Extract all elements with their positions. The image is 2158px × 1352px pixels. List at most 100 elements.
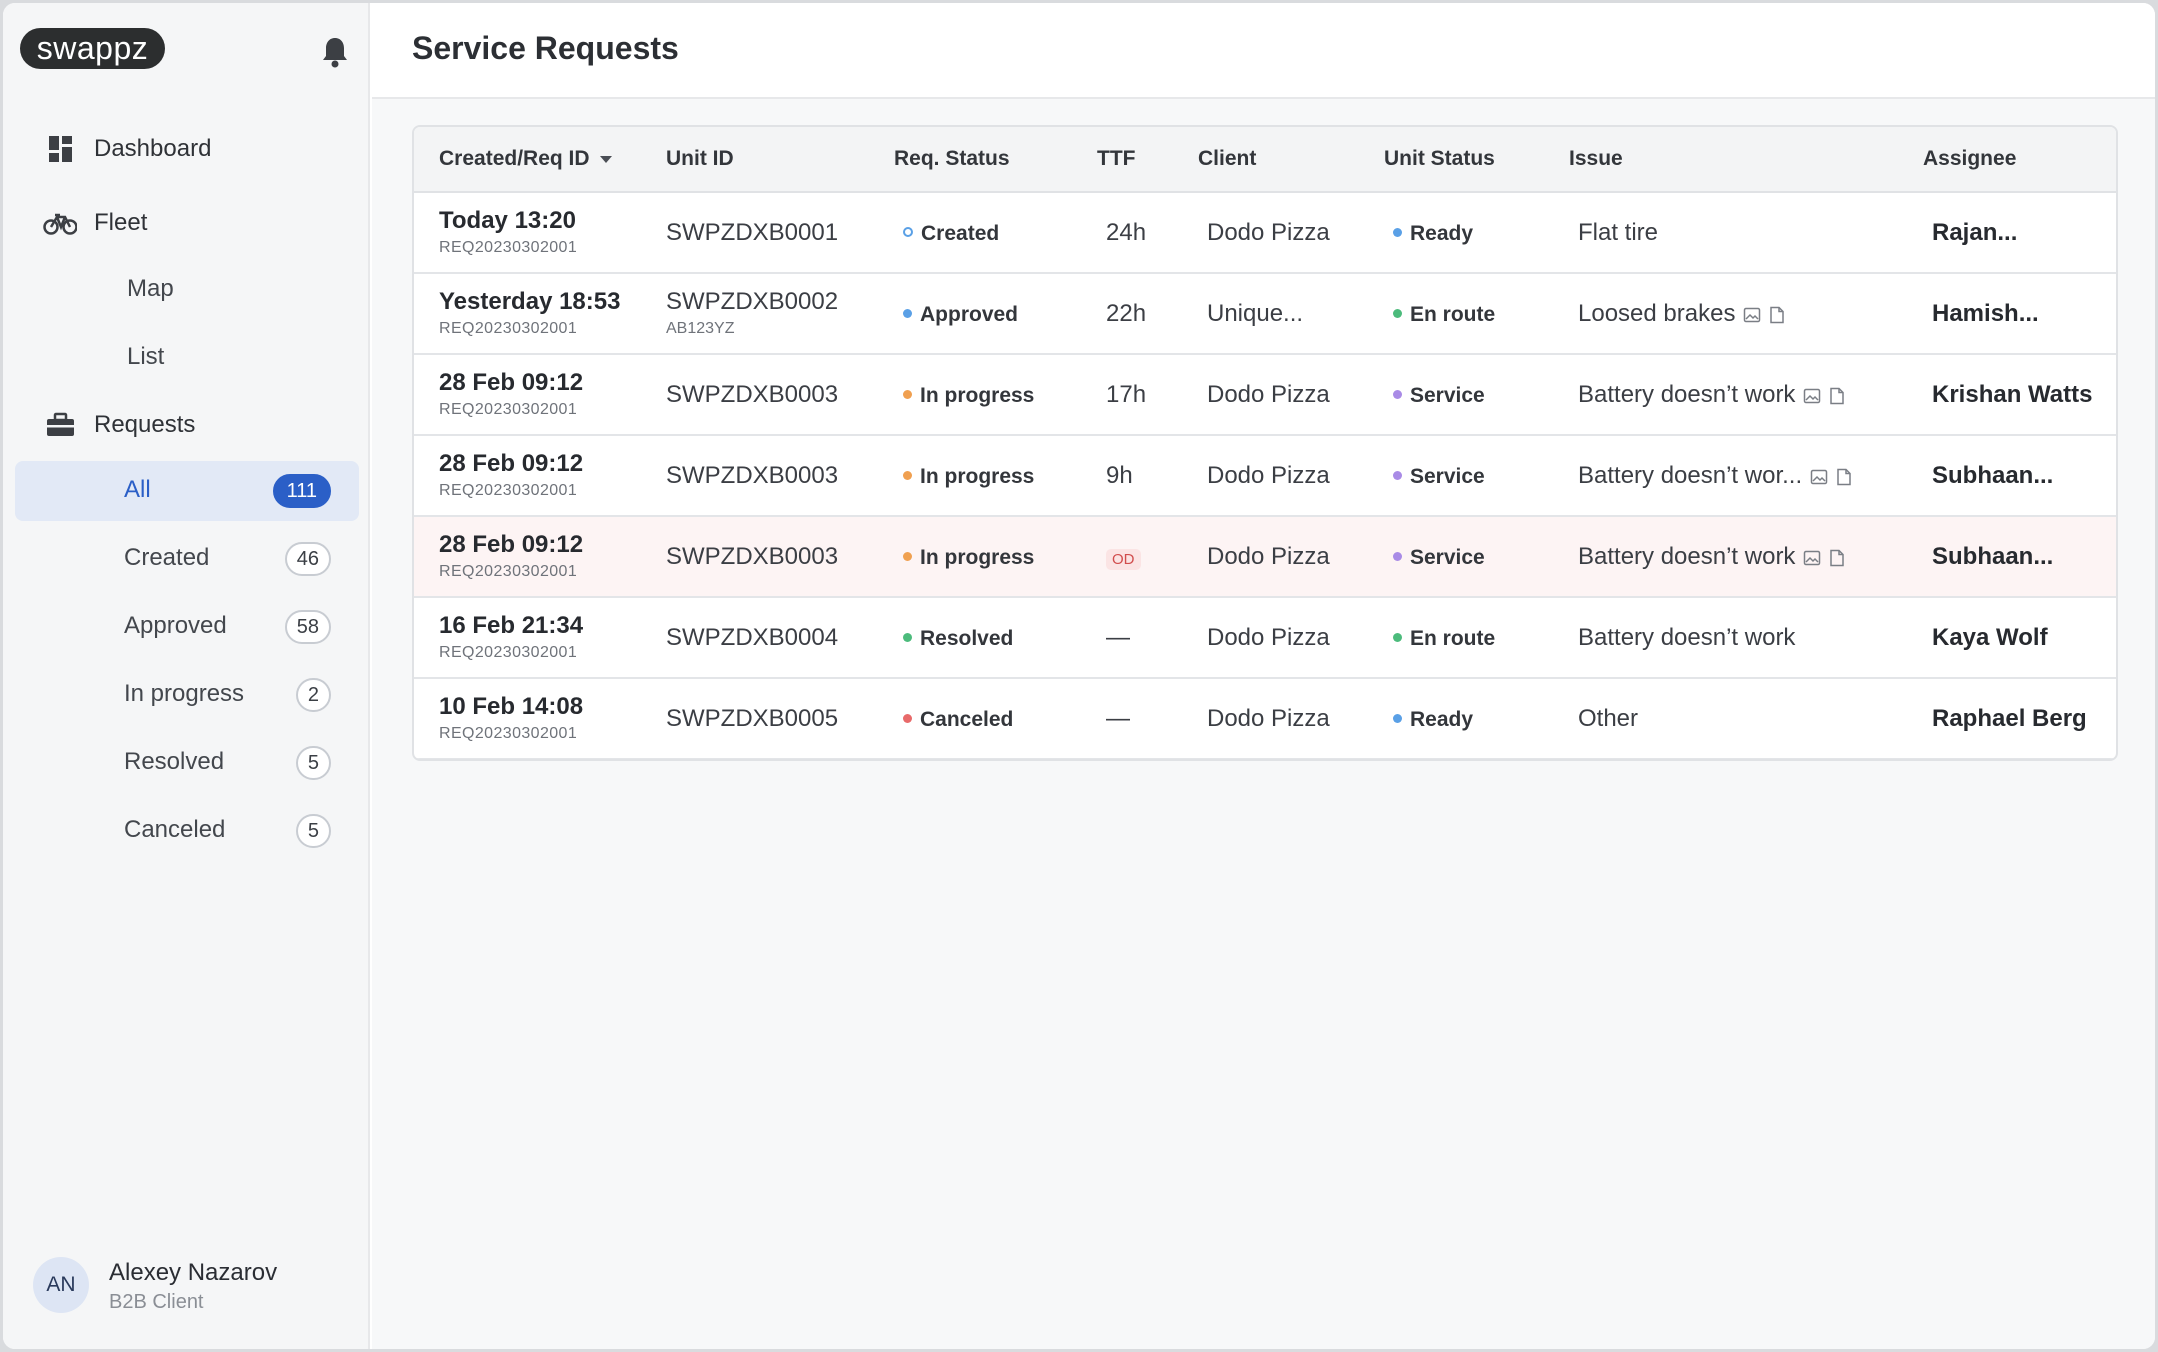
table-row[interactable]: Yesterday 18:53 REQ20230302001 SWPZDXB0002… xyxy=(414,274,2116,355)
status-dot xyxy=(903,551,912,561)
image-icon[interactable] xyxy=(1810,468,1828,486)
request-id: REQ20230302001 xyxy=(439,401,578,418)
filter-label: Resolved xyxy=(124,748,225,775)
page-title: Service Requests xyxy=(412,30,679,66)
unit-status-label: En route xyxy=(1410,627,1496,650)
document-icon[interactable] xyxy=(1829,387,1845,405)
filter-in-progress[interactable]: In progress 2 xyxy=(15,665,359,725)
table-row[interactable]: 16 Feb 21:34 REQ20230302001 SWPZDXB0004 Res… xyxy=(414,598,2116,679)
ttf-value: — xyxy=(1106,624,1130,651)
unit-status: Ready xyxy=(1393,222,1473,246)
filter-label: Approved xyxy=(124,612,227,639)
filter-created[interactable]: Created 46 xyxy=(15,529,359,589)
count-badge: 58 xyxy=(284,610,331,644)
filter-canceled[interactable]: Canceled 5 xyxy=(15,801,359,861)
unit-id[interactable]: SWPZDXB0005 xyxy=(666,705,839,732)
bicycle-icon xyxy=(43,213,77,235)
filter-label: Created xyxy=(124,544,210,571)
table-row[interactable]: 28 Feb 09:12 REQ20230302001 SWPZDXB0003 In … xyxy=(414,517,2116,598)
client-name: Dodo Pizza xyxy=(1207,705,1330,732)
issue-text: Battery doesn’t wor... xyxy=(1578,462,1803,489)
request-status: Resolved xyxy=(903,627,1013,651)
assignee-name[interactable]: Subhaan... xyxy=(1932,543,2054,570)
assignee-name[interactable]: Kaya Wolf xyxy=(1932,624,2048,651)
column-header-unit-id[interactable]: Unit ID xyxy=(666,147,734,170)
issue-cell: Battery doesn’t work xyxy=(1578,624,1795,652)
filter-label: Canceled xyxy=(124,816,226,843)
image-icon[interactable] xyxy=(1803,549,1821,567)
table-row[interactable]: 28 Feb 09:12 REQ20230302001 SWPZDXB0003 In … xyxy=(414,355,2116,436)
unit-id[interactable]: SWPZDXB0001 xyxy=(666,219,839,246)
filter-all[interactable]: All 111 xyxy=(15,461,359,521)
issue-cell: Flat tire xyxy=(1578,219,1658,247)
created-date: 10 Feb 14:08 xyxy=(439,693,584,720)
unit-status: Ready xyxy=(1393,708,1473,732)
unit-plate: AB123YZ xyxy=(666,320,735,337)
created-date: Yesterday 18:53 xyxy=(439,288,621,315)
request-id: REQ20230302001 xyxy=(439,320,578,337)
table-row[interactable]: 28 Feb 09:12 REQ20230302001 SWPZDXB0003 In … xyxy=(414,436,2116,517)
column-header-unit-status[interactable]: Unit Status xyxy=(1384,147,1495,170)
column-header-issue[interactable]: Issue xyxy=(1569,147,1623,170)
assignee-name[interactable]: Krishan Watts xyxy=(1932,381,2093,408)
table-row[interactable]: Today 13:20 REQ20230302001 SWPZDXB0001 Crea… xyxy=(414,193,2116,274)
column-header-assignee[interactable]: Assignee xyxy=(1923,147,2017,170)
assignee-name[interactable]: Raphael Berg xyxy=(1932,705,2087,732)
created-date: Today 13:20 xyxy=(439,207,576,234)
table-header: Created/Req ID Unit ID Req. Status TTF C… xyxy=(414,127,2116,193)
nav-fleet-map[interactable]: Map xyxy=(127,275,174,302)
unit-status: Service xyxy=(1393,546,1485,570)
count-badge: 5 xyxy=(295,746,331,780)
assignee-name[interactable]: Rajan... xyxy=(1932,219,2018,246)
status-dot xyxy=(903,308,912,318)
issue-text: Battery doesn’t work xyxy=(1578,543,1796,570)
created-date: 28 Feb 09:12 xyxy=(439,369,584,396)
unit-status-label: Service xyxy=(1410,384,1485,407)
caret-down-icon xyxy=(599,155,612,163)
column-header-created[interactable]: Created/Req ID xyxy=(439,147,612,171)
avatar: AN xyxy=(33,1257,89,1313)
unit-status-dot xyxy=(1393,713,1402,723)
main-content: Service Requests Created/Req ID Unit ID … xyxy=(372,3,2155,1349)
app-window: swappz Dashboard Fleet Map List xyxy=(3,3,2155,1349)
created-date: 28 Feb 09:12 xyxy=(439,531,584,558)
unit-id[interactable]: SWPZDXB0002 xyxy=(666,288,839,315)
nav-fleet-list[interactable]: List xyxy=(127,343,165,370)
ttf-value: 22h xyxy=(1106,300,1147,327)
status-dot xyxy=(903,389,912,399)
request-status: In progress xyxy=(903,546,1034,570)
client-name: Dodo Pizza xyxy=(1207,624,1330,651)
nav-fleet[interactable]: Fleet xyxy=(3,193,370,253)
unit-id[interactable]: SWPZDXB0004 xyxy=(666,624,839,651)
column-header-client[interactable]: Client xyxy=(1198,147,1257,170)
column-header-ttf[interactable]: TTF xyxy=(1097,147,1136,170)
unit-status: Service xyxy=(1393,465,1485,489)
assignee-name[interactable]: Hamish... xyxy=(1932,300,2039,327)
bell-icon[interactable] xyxy=(320,35,350,69)
request-id: REQ20230302001 xyxy=(439,644,578,661)
image-icon[interactable] xyxy=(1743,306,1761,324)
document-icon[interactable] xyxy=(1829,549,1845,567)
filter-approved[interactable]: Approved 58 xyxy=(15,597,359,657)
column-header-req-status[interactable]: Req. Status xyxy=(894,147,1010,170)
unit-id[interactable]: SWPZDXB0003 xyxy=(666,381,839,408)
assignee-name[interactable]: Subhaan... xyxy=(1932,462,2054,489)
unit-status: En route xyxy=(1393,627,1495,651)
status-label: In progress xyxy=(920,465,1035,488)
nav-dashboard[interactable]: Dashboard xyxy=(3,119,370,179)
document-icon[interactable] xyxy=(1769,306,1785,324)
count-badge: 5 xyxy=(295,814,331,848)
unit-id[interactable]: SWPZDXB0003 xyxy=(666,462,839,489)
status-label: Created xyxy=(921,222,1000,245)
document-icon[interactable] xyxy=(1836,468,1852,486)
client-name: Unique... xyxy=(1207,300,1304,327)
unit-id[interactable]: SWPZDXB0003 xyxy=(666,543,839,570)
table-row[interactable]: 10 Feb 14:08 REQ20230302001 SWPZDXB0005 Can… xyxy=(414,679,2116,759)
client-name: Dodo Pizza xyxy=(1207,381,1330,408)
request-id: REQ20230302001 xyxy=(439,725,578,742)
nav-requests[interactable]: Requests xyxy=(3,395,370,455)
image-icon[interactable] xyxy=(1803,387,1821,405)
swappz-logo[interactable]: swappz xyxy=(20,28,165,69)
status-dot xyxy=(903,713,912,723)
filter-resolved[interactable]: Resolved 5 xyxy=(15,733,359,793)
